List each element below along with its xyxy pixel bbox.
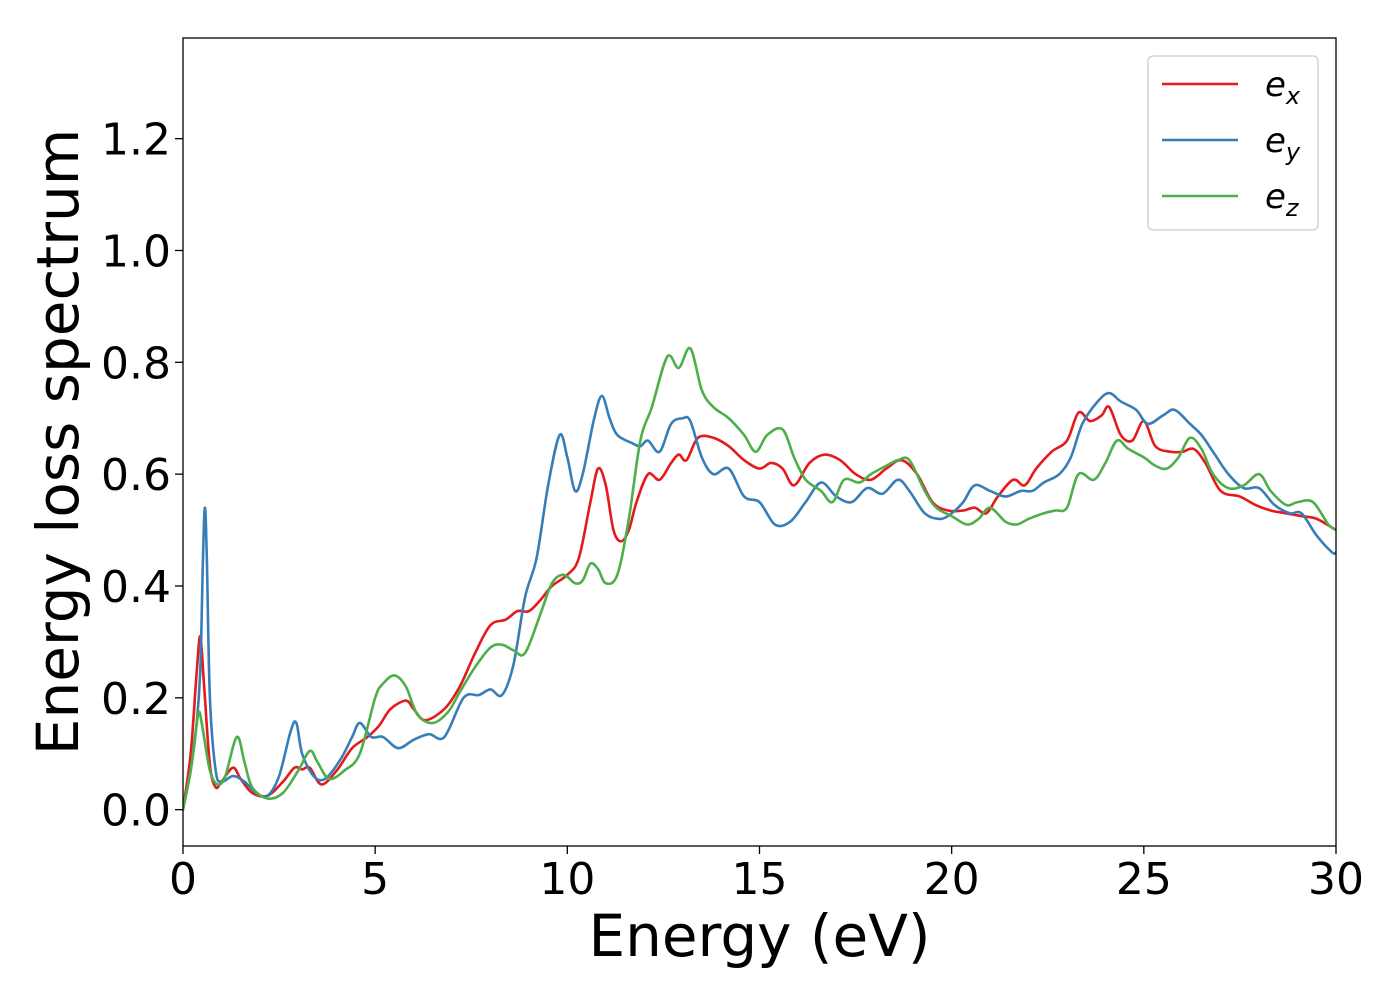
x-tick-label: 0 <box>169 854 197 905</box>
y-axis-ticks: 0.0 0.2 0.4 0.6 0.8 1.0 1.2 <box>101 115 183 837</box>
y-tick-label: 0.4 <box>101 562 171 613</box>
series-line-ex <box>183 405 1336 811</box>
y-tick-label: 0.2 <box>101 674 171 725</box>
series-line-ez <box>183 346 1336 811</box>
x-axis-ticks: 0 5 10 15 20 25 30 <box>169 846 1364 905</box>
x-axis-title: Energy (eV) <box>588 902 930 970</box>
x-tick-label: 25 <box>1116 854 1172 905</box>
y-tick-label: 0.6 <box>101 450 171 501</box>
y-tick-label: 1.0 <box>101 226 171 277</box>
x-tick-label: 10 <box>539 854 595 905</box>
y-tick-label: 1.2 <box>101 115 171 166</box>
x-tick-label: 20 <box>924 854 980 905</box>
x-tick-label: 15 <box>732 854 788 905</box>
y-tick-label: 0.0 <box>101 786 171 837</box>
series-line-ey <box>183 391 1336 811</box>
x-tick-label: 30 <box>1308 854 1364 905</box>
y-tick-label: 0.8 <box>101 338 171 389</box>
series-layer <box>183 346 1336 811</box>
y-axis-title: Energy loss spectrum <box>24 129 92 755</box>
x-tick-label: 5 <box>361 854 389 905</box>
legend-box <box>1147 55 1319 231</box>
